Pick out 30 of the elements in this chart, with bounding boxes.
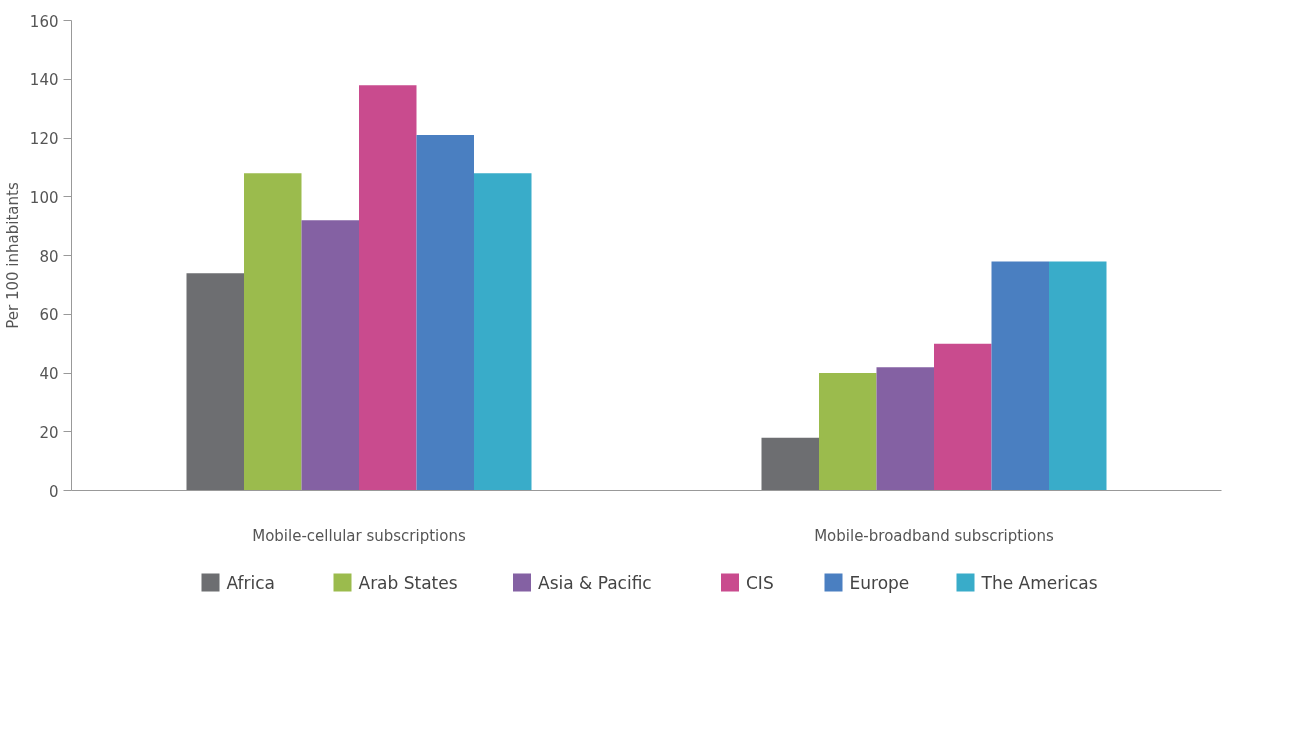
y-tick-label: 20 <box>39 423 59 442</box>
legend-label: Africa <box>226 572 275 593</box>
legend-label: Asia & Pacific <box>538 572 652 593</box>
legend-label: Europe <box>849 572 910 593</box>
y-tick-label: 140 <box>29 71 59 90</box>
y-axis-title: Per 100 inhabitants <box>3 182 22 329</box>
bar <box>1049 261 1107 491</box>
bar <box>416 135 474 491</box>
legend-label: The Americas <box>980 572 1098 593</box>
y-tick-label: 120 <box>29 130 59 148</box>
legend-label: Arab States <box>358 572 458 593</box>
legend-label: CIS <box>746 572 774 593</box>
bar <box>934 343 992 491</box>
y-tick-label: 100 <box>29 188 59 207</box>
bar <box>991 261 1049 491</box>
bar <box>244 173 302 491</box>
bar <box>359 85 417 491</box>
bar <box>474 173 532 491</box>
bar <box>876 367 934 491</box>
y-tick-label: 160 <box>29 12 59 31</box>
bar <box>819 373 877 491</box>
x-tick-label: Mobile-cellular subscriptions <box>252 526 466 545</box>
x-tick-label: Mobile-broadband subscriptions <box>814 526 1055 545</box>
bar <box>301 220 359 491</box>
bar <box>186 273 244 491</box>
y-tick-label: 80 <box>39 247 59 266</box>
bar <box>761 437 819 491</box>
y-tick-label: 40 <box>39 365 59 383</box>
y-tick-label: 0 <box>48 482 59 501</box>
y-tick-label: 60 <box>39 306 59 325</box>
